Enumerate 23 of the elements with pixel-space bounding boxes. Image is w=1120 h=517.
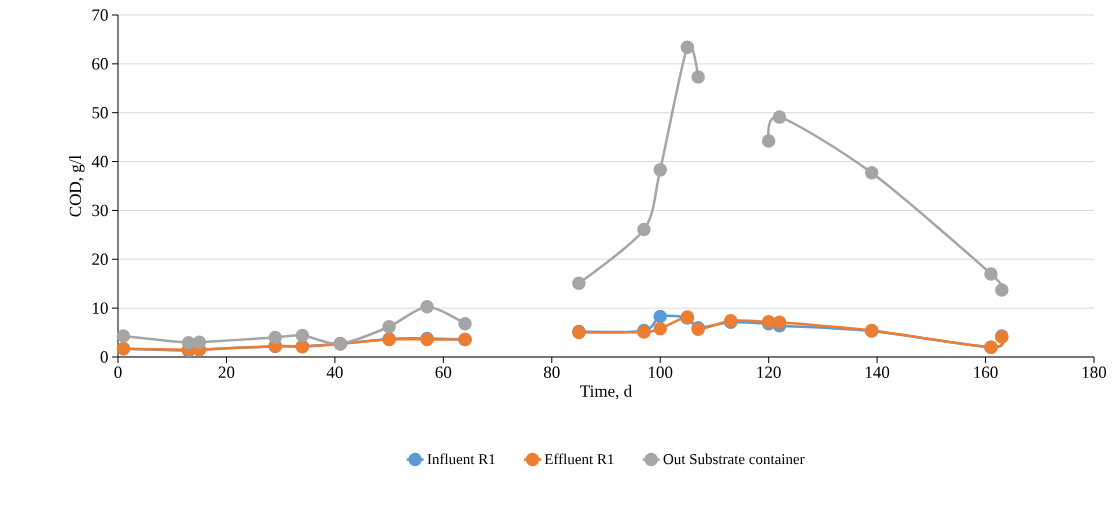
x-tick-label: 80 (543, 366, 560, 378)
y-tick-label: 10 (92, 302, 108, 314)
y-tick-label: 20 (92, 253, 108, 266)
y-tick-label: 0 (100, 351, 108, 363)
x-tick-label: 160 (974, 366, 998, 378)
x-tick-label: 140 (865, 366, 890, 378)
x-tick-label: 20 (218, 366, 235, 378)
y-tick-label: 40 (91, 155, 108, 168)
x-tick-label: 100 (648, 366, 673, 378)
y-tick-label: 30 (92, 204, 108, 217)
y-tick-label: 50 (92, 106, 108, 119)
x-tick-label: 60 (435, 366, 452, 378)
y-axis-title: COD, g/l (69, 155, 85, 217)
x-tick-label: 120 (757, 366, 781, 378)
legend-label: Out Substrate container (663, 453, 805, 465)
x-axis-title: Time, d (580, 384, 632, 400)
legend-label: Influent R1 (427, 453, 495, 465)
x-tick-label: 40 (326, 366, 343, 378)
x-tick-label: 180 (1082, 366, 1107, 378)
y-tick-label: 70 (92, 9, 108, 21)
legend-label: Effluent R1 (544, 453, 614, 465)
x-tick-label: 0 (114, 366, 122, 378)
y-tick-label: 60 (92, 58, 108, 70)
